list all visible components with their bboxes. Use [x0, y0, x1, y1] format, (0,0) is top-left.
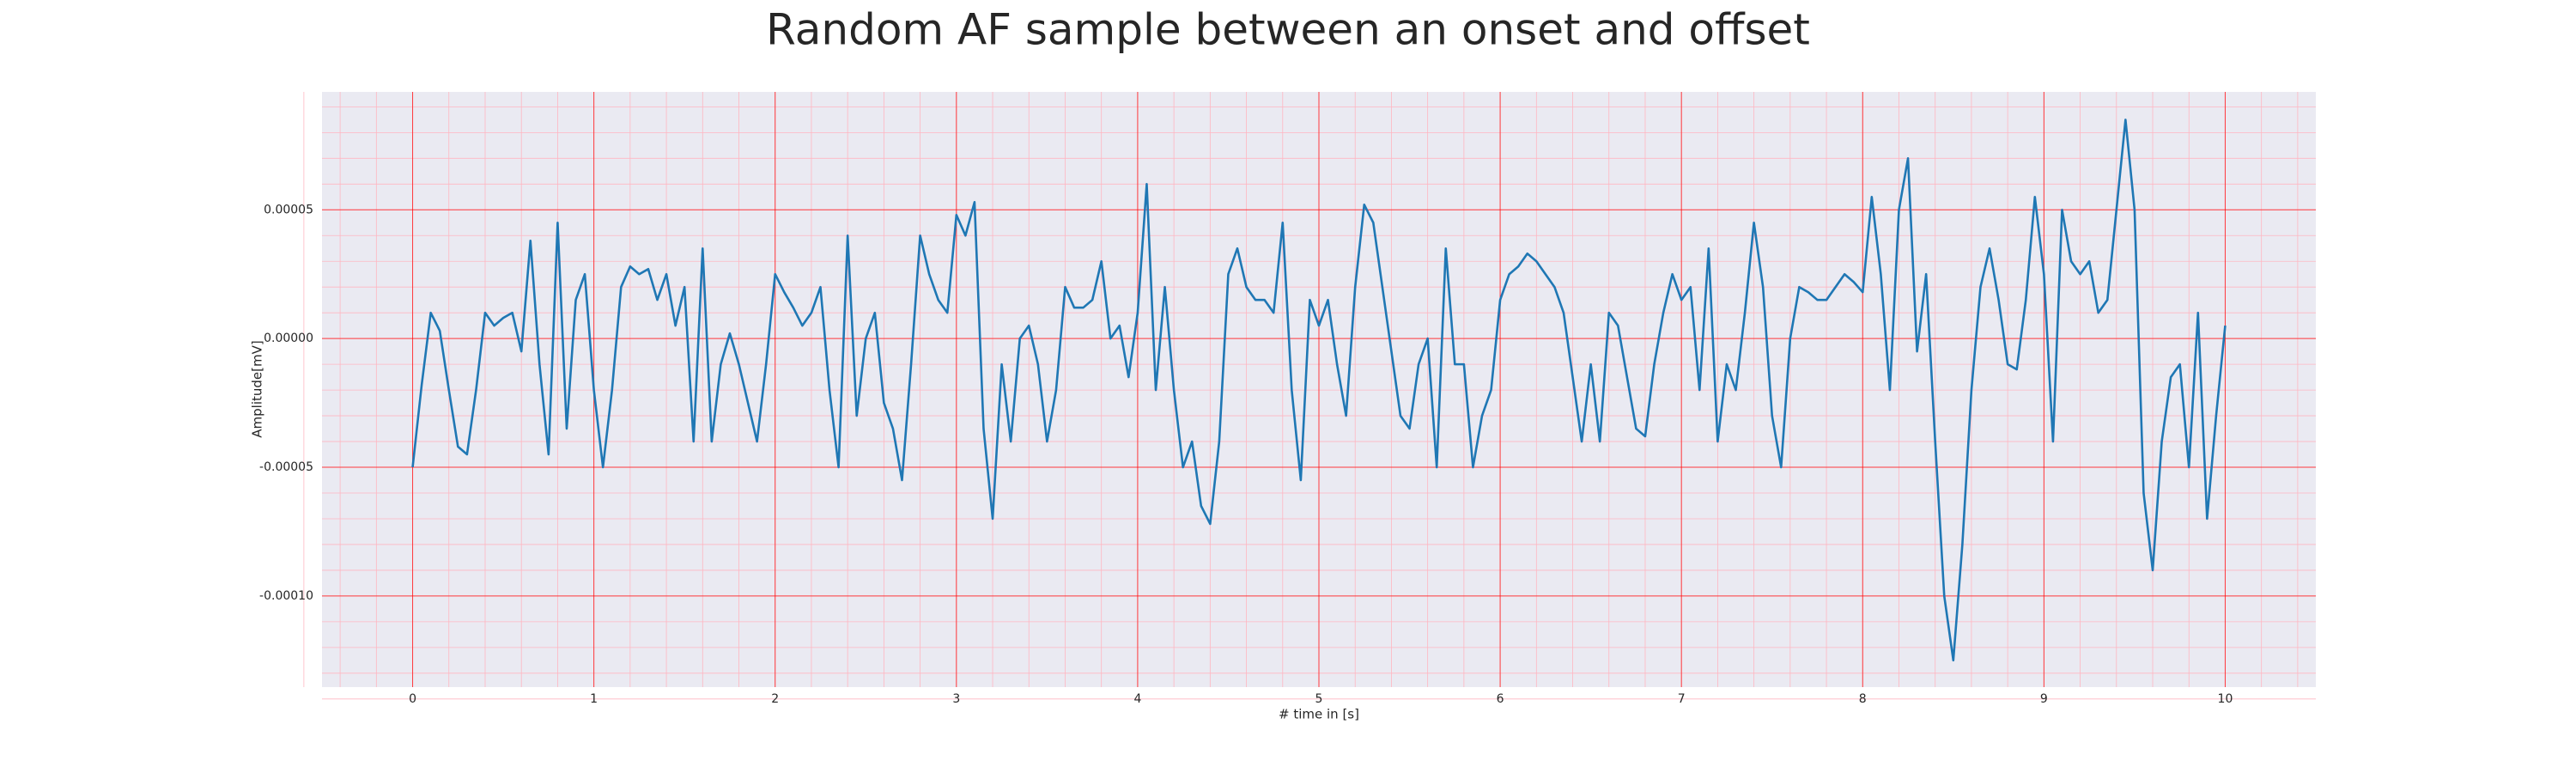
chart-title: Random AF sample between an onset and of… — [766, 5, 1810, 55]
x-tick-label: 3 — [952, 692, 960, 706]
x-tick-label: 9 — [2040, 692, 2048, 706]
x-tick-label: 7 — [1678, 692, 1686, 706]
x-tick-label: 6 — [1497, 692, 1504, 706]
x-tick-label: 8 — [1859, 692, 1867, 706]
x-tick-label: 0 — [409, 692, 416, 706]
x-tick-label: 1 — [590, 692, 598, 706]
y-tick-label: -0.00010 — [259, 589, 313, 603]
data-line — [411, 119, 2227, 662]
x-tick-label: 2 — [771, 692, 779, 706]
y-tick-label: -0.00005 — [259, 460, 313, 474]
x-tick-label: 10 — [2218, 692, 2233, 706]
y-tick-label: 0.00000 — [264, 332, 313, 345]
y-tick-label: 0.00005 — [264, 203, 313, 216]
x-tick-label: 4 — [1133, 692, 1141, 706]
x-tick-label: 5 — [1315, 692, 1323, 706]
x-axis-label: # time in [s] — [1279, 707, 1359, 722]
y-axis-label: Amplitude[mV] — [250, 340, 265, 437]
